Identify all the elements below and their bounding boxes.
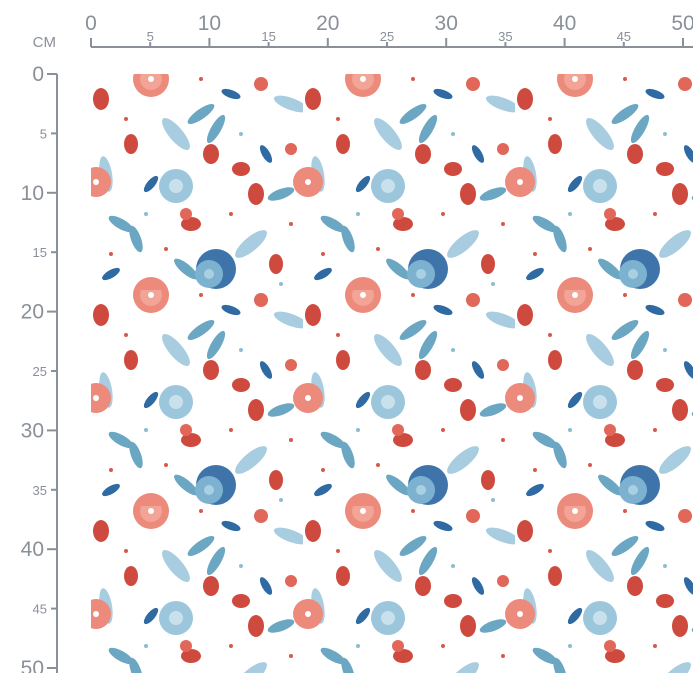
- left-tick-label: 30: [21, 419, 44, 442]
- left-tick-label: 25: [33, 364, 47, 379]
- top-tick-label: 40: [553, 12, 576, 35]
- top-tick-label: 15: [261, 29, 275, 44]
- top-tick-label: 50: [671, 12, 693, 35]
- left-tick-label: 5: [40, 126, 47, 141]
- left-tick-label: 40: [21, 538, 44, 561]
- top-tick-label: 10: [198, 12, 221, 35]
- left-tick-label: 50: [21, 657, 44, 673]
- left-tick-label: 15: [33, 245, 47, 260]
- top-tick-label: 5: [147, 29, 154, 44]
- top-tick-label: 30: [435, 12, 458, 35]
- fabric-pattern: [91, 74, 693, 673]
- left-tick-label: 45: [33, 602, 47, 617]
- top-tick-label: 35: [498, 29, 512, 44]
- left-tick-label: 35: [33, 483, 47, 498]
- unit-label: CM: [33, 34, 56, 51]
- top-tick-label: 0: [85, 12, 97, 35]
- left-tick-label: 0: [32, 63, 44, 86]
- top-tick-label: 20: [316, 12, 339, 35]
- left-tick-label: 10: [21, 182, 44, 205]
- left-tick-label: 20: [21, 301, 44, 324]
- top-tick-label: 25: [380, 29, 394, 44]
- top-tick-label: 45: [617, 29, 631, 44]
